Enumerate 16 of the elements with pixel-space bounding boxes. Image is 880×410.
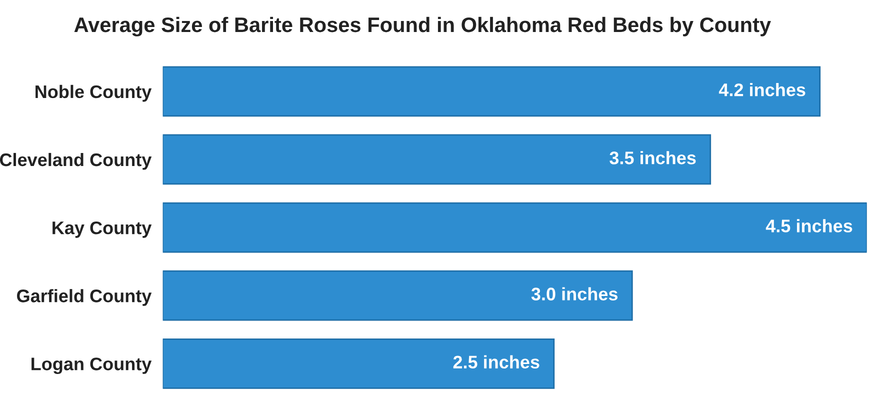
y-tick-label: Cleveland County xyxy=(0,152,152,170)
y-tick-label: Logan County xyxy=(32,358,152,374)
bar xyxy=(162,202,867,253)
data-label: 3.5 inches xyxy=(610,151,696,164)
bar xyxy=(162,338,555,389)
data-label: 3.0 inches xyxy=(531,287,618,300)
data-label: 2.5 inches xyxy=(453,355,540,369)
y-tick-label: Kay County xyxy=(52,221,152,238)
data-label: 4.2 inches xyxy=(718,83,806,96)
y-tick-label: Garfield County xyxy=(17,289,152,306)
chart-title: Average Size of Barite Roses Found in Oklahoma Red Beds by County xyxy=(74,16,771,36)
y-tick-label: Noble County xyxy=(36,84,152,102)
bar xyxy=(162,270,633,321)
data-label: 4.5 inches xyxy=(766,219,852,232)
bar xyxy=(162,66,821,117)
bar xyxy=(162,134,712,185)
